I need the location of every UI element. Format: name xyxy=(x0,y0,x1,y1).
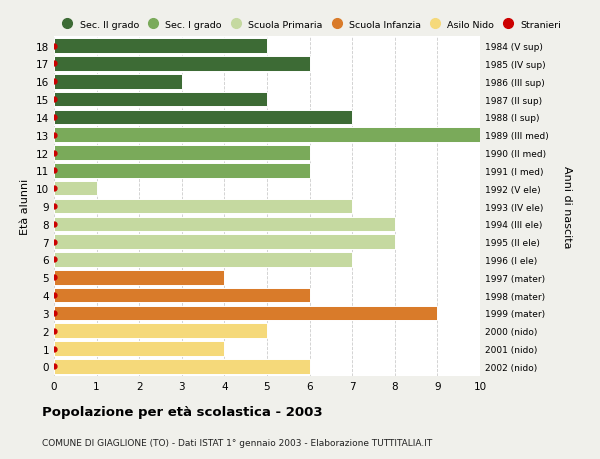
Bar xyxy=(54,39,267,54)
Y-axis label: Anni di nascita: Anni di nascita xyxy=(563,165,572,248)
Bar xyxy=(54,270,224,285)
Bar xyxy=(54,252,352,267)
Legend: Sec. II grado, Sec. I grado, Scuola Primaria, Scuola Infanzia, Asilo Nido, Stran: Sec. II grado, Sec. I grado, Scuola Prim… xyxy=(54,17,565,34)
Text: Popolazione per età scolastica - 2003: Popolazione per età scolastica - 2003 xyxy=(42,405,323,419)
Y-axis label: Età alunni: Età alunni xyxy=(20,179,31,235)
Bar xyxy=(54,288,310,303)
Bar xyxy=(54,110,352,125)
Bar xyxy=(54,57,310,72)
Bar xyxy=(54,181,97,196)
Bar xyxy=(54,128,480,143)
Bar xyxy=(54,306,437,320)
Bar xyxy=(54,217,395,232)
Bar xyxy=(54,235,395,249)
Bar xyxy=(54,93,267,107)
Bar xyxy=(54,146,310,161)
Bar xyxy=(54,341,224,356)
Bar xyxy=(54,199,352,214)
Bar xyxy=(54,359,310,374)
Text: COMUNE DI GIAGLIONE (TO) - Dati ISTAT 1° gennaio 2003 - Elaborazione TUTTITALIA.: COMUNE DI GIAGLIONE (TO) - Dati ISTAT 1°… xyxy=(42,438,432,447)
Bar xyxy=(54,164,310,178)
Bar xyxy=(54,324,267,338)
Bar xyxy=(54,75,182,90)
